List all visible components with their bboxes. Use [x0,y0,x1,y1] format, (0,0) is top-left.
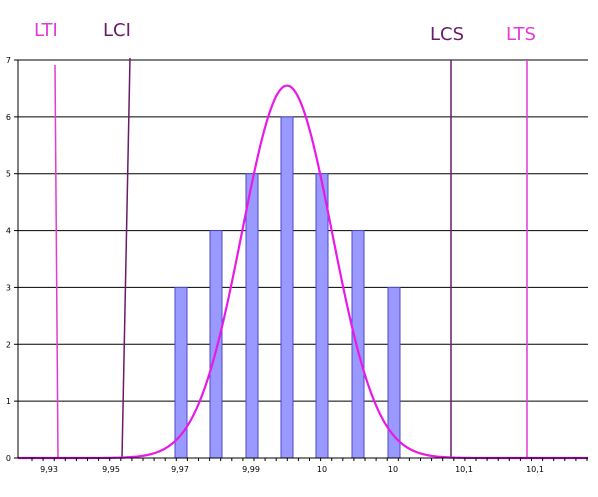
histogram-bar [174,286,188,459]
histogram-bar [351,230,365,459]
y-tick-label: 5 [6,170,11,179]
x-tick-label: 10 [388,465,398,474]
histogram-bar [245,173,259,459]
y-tick-label: 4 [6,227,11,236]
limit-label-lts: LTS [506,24,536,45]
limit-label-lcs: LCS [430,24,464,45]
x-tick-label: 10,1 [526,465,544,474]
y-tick-label: 7 [6,56,11,65]
limit-label-lti: LTI [34,20,58,41]
normal-curve [18,84,588,460]
x-tick-label: 9,93 [40,465,58,474]
histogram-bar [280,116,294,459]
y-tick-label: 2 [6,340,11,349]
histogram-bar [209,230,223,459]
x-tick-label: 10 [317,465,327,474]
x-tick-label: 9,95 [102,465,120,474]
limit-label-lci: LCI [103,20,131,41]
x-tick-label: 10,1 [455,465,473,474]
x-tick-label: 9,99 [242,465,260,474]
histogram-bar [315,173,329,459]
x-tick-label: 9,97 [171,465,189,474]
y-tick-label: 1 [6,397,11,406]
limit-line-lci [121,57,131,459]
y-tick-label: 3 [6,283,11,292]
limit-line-lti [54,64,59,459]
y-tick-label: 6 [6,113,11,122]
y-tick-label: 0 [6,454,11,463]
